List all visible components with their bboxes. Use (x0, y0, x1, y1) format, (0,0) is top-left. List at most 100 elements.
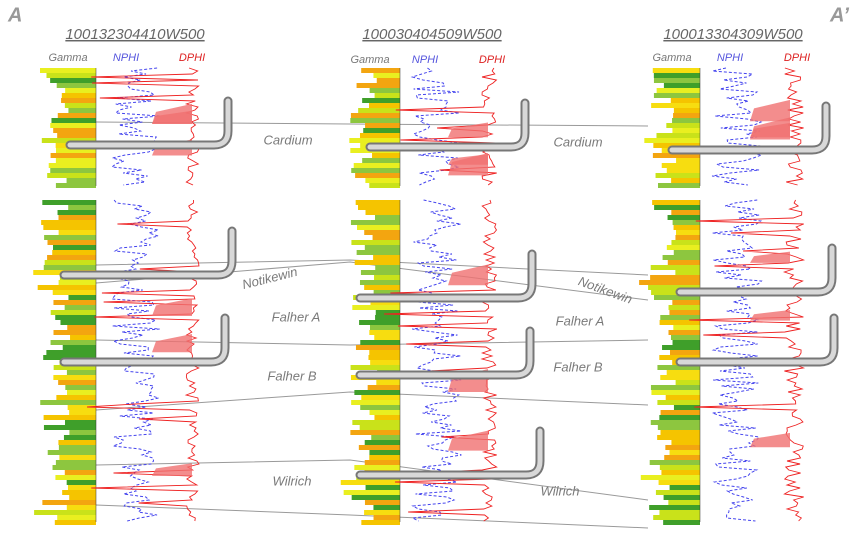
gamma-fill (668, 215, 700, 220)
gamma-fill (47, 173, 96, 178)
gamma-fill (67, 178, 96, 183)
gamma-fill (663, 255, 700, 260)
gamma-fill (354, 163, 400, 168)
gamma-fill (44, 265, 96, 270)
gamma-fill (659, 510, 700, 515)
gamma-fill (674, 250, 700, 255)
gamma-fill (360, 425, 400, 430)
gamma-fill (661, 470, 700, 475)
gamma-fill (370, 325, 400, 330)
gamma-fill (38, 285, 96, 290)
gamma-fill (352, 420, 400, 425)
gamma-fill (69, 495, 96, 500)
gamma-fill (672, 118, 700, 123)
gamma-fill (674, 225, 700, 230)
gamma-fill (649, 505, 700, 510)
well-id: 100030404509W500 (362, 26, 502, 43)
gamma-fill (668, 330, 700, 335)
gamma-fill (362, 158, 400, 163)
gamma-fill (654, 205, 700, 210)
gamma-fill (665, 445, 700, 450)
gamma-fill (368, 385, 400, 390)
gamma-fill (50, 168, 96, 173)
gamma-fill (369, 450, 400, 455)
gamma-fill (664, 83, 700, 88)
gamma-fill (358, 108, 400, 113)
gamma-fill (49, 163, 96, 168)
gamma-fill (672, 128, 700, 133)
formation-label: Falher B (267, 368, 316, 383)
gamma-fill (373, 73, 400, 78)
gamma-fill (369, 103, 400, 108)
gamma-fill (44, 235, 96, 240)
formation-label: Falher A (272, 309, 321, 324)
gamma-fill (59, 280, 96, 285)
gamma-fill (366, 485, 400, 490)
gamma-fill (40, 400, 96, 405)
gamma-fill (377, 78, 400, 83)
gamma-fill (55, 315, 96, 320)
gamma-fill (359, 320, 400, 325)
gamma-fill (65, 420, 96, 425)
gamma-fill (67, 325, 96, 330)
gamma-fill (34, 510, 96, 515)
gamma-fill (61, 98, 96, 103)
gamma-fill (654, 78, 700, 83)
gamma-fill (360, 405, 400, 410)
gamma-fill (67, 390, 96, 395)
log-header: DPHI (784, 52, 810, 64)
gamma-fill (656, 173, 700, 178)
gamma-fill (675, 235, 700, 240)
gamma-fill (357, 225, 400, 230)
gamma-fill (67, 505, 96, 510)
gamma-fill (62, 490, 96, 495)
gamma-fill (65, 305, 96, 310)
gamma-fill (358, 205, 400, 210)
gamma-fill (51, 340, 96, 345)
gamma-fill (52, 250, 96, 255)
gamma-fill (671, 335, 700, 340)
section-end: A’ (829, 4, 849, 26)
gamma-fill (654, 73, 700, 78)
gamma-fill (366, 210, 400, 215)
gamma-fill (369, 350, 400, 355)
gamma-fill (373, 505, 400, 510)
gamma-fill (67, 480, 96, 485)
gamma-fill (657, 400, 700, 405)
gamma-fill (46, 350, 96, 355)
gamma-fill (368, 355, 400, 360)
formation-label: Notikewin (241, 264, 299, 292)
gamma-fill (365, 123, 400, 128)
gamma-fill (365, 500, 400, 505)
gamma-fill (371, 435, 400, 440)
gamma-fill (374, 515, 400, 520)
gamma-fill (666, 123, 700, 128)
gamma-fill (364, 285, 400, 290)
gamma-fill (59, 445, 96, 450)
formation-label: Falher B (553, 359, 602, 374)
gamma-fill (659, 480, 700, 485)
gamma-fill (361, 520, 400, 525)
gamma-fill (639, 280, 700, 285)
gamma-fill (661, 410, 700, 415)
gamma-fill (50, 123, 96, 128)
gamma-fill (662, 345, 700, 350)
gamma-fill (365, 178, 400, 183)
gamma-fill (56, 460, 96, 465)
dphi-fill (750, 100, 790, 121)
dphi-fill (448, 153, 488, 175)
gamma-fill (651, 420, 700, 425)
gamma-fill (672, 300, 700, 305)
gamma-fill (51, 310, 96, 315)
gamma-fill (641, 475, 700, 480)
gamma-fill (55, 475, 96, 480)
dphi-fill (152, 463, 192, 476)
gamma-fill (664, 455, 700, 460)
gamma-fill (651, 390, 700, 395)
gamma-fill (53, 330, 96, 335)
gamma-fill (341, 480, 400, 485)
well-id: 100132304410W500 (65, 26, 205, 43)
section-start: A (7, 4, 22, 26)
log-header: Gamma (48, 52, 87, 64)
gamma-fill (671, 98, 700, 103)
